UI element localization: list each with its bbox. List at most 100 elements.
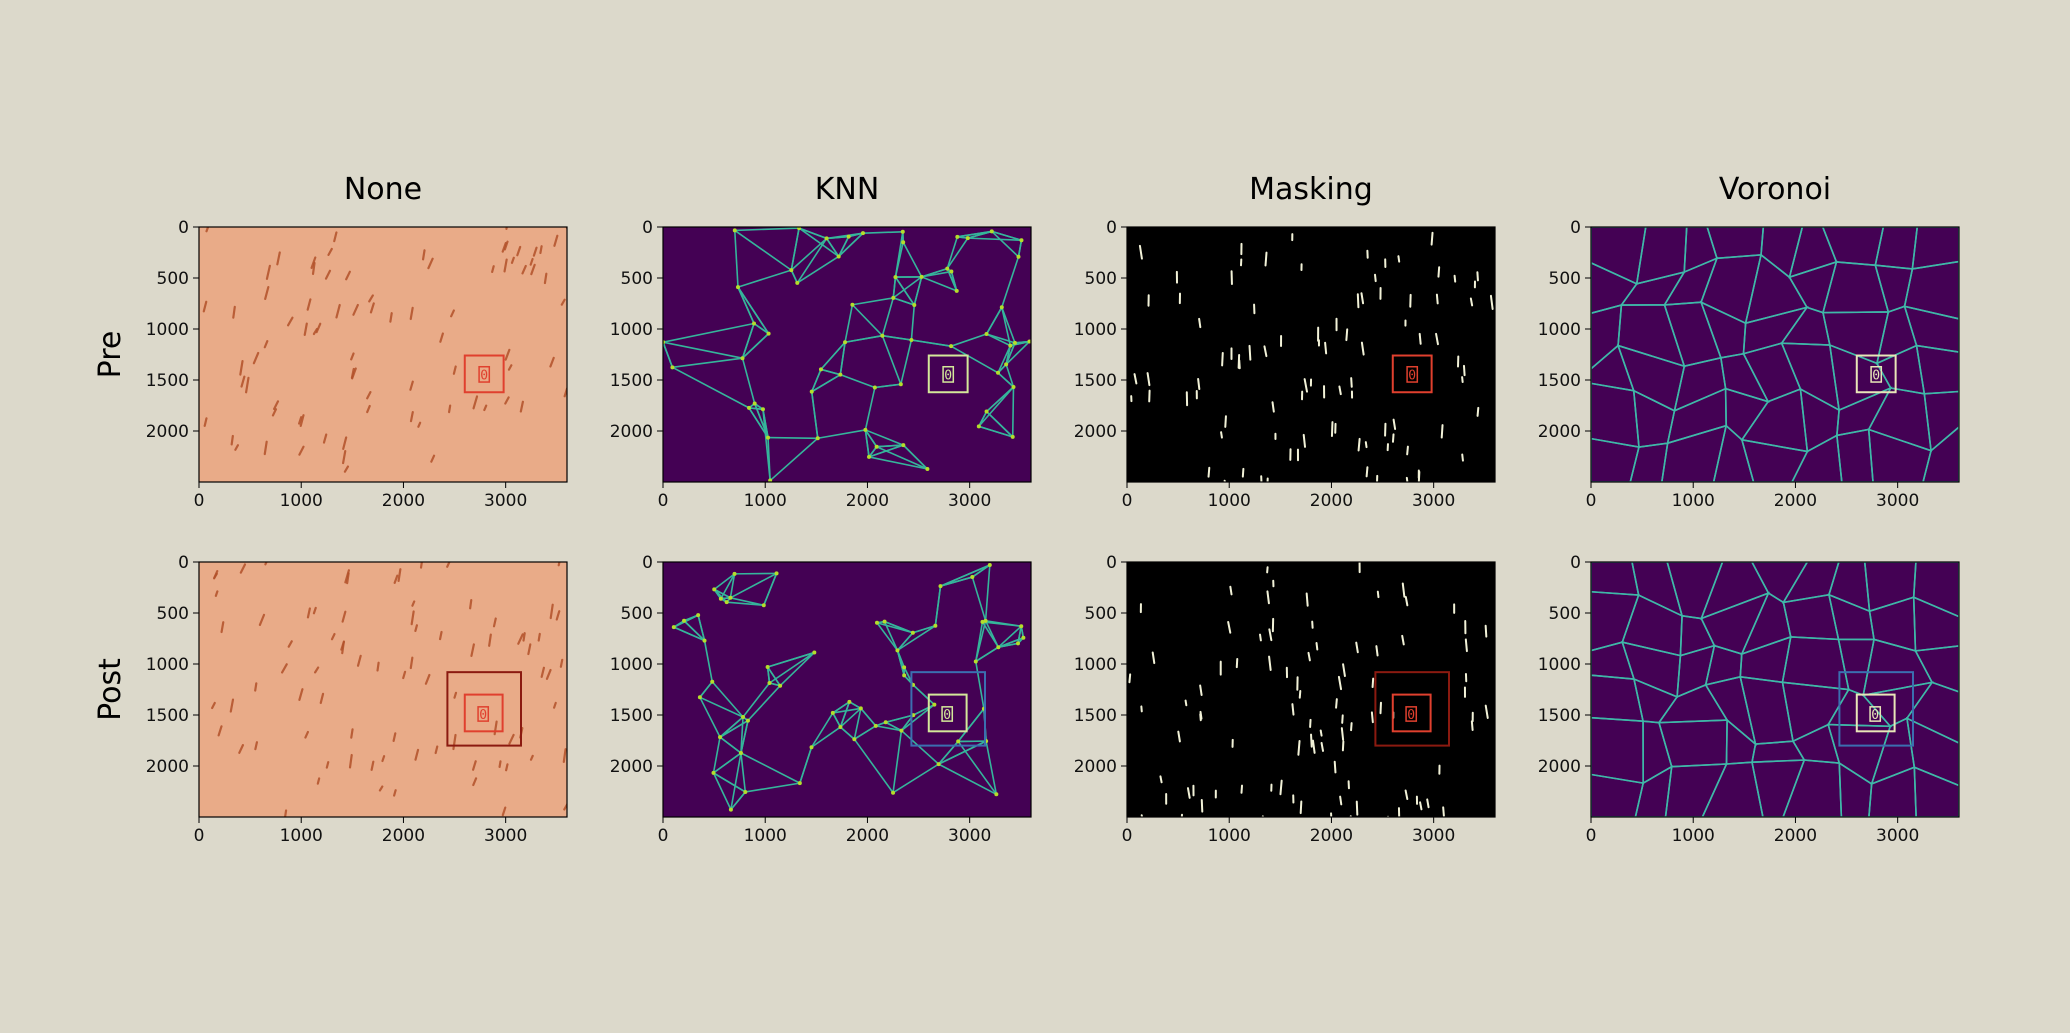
hair-mark [504, 396, 510, 405]
hair-mark [529, 257, 534, 266]
knn-node [996, 645, 1001, 650]
mask-mark [1320, 741, 1325, 752]
box-label: 0 [1871, 708, 1879, 723]
mask-mark [1392, 418, 1397, 430]
x-tick-label: 3000 [1876, 826, 1919, 846]
knn-node [809, 389, 814, 394]
hair-mark [368, 294, 374, 303]
knn-edge [839, 726, 855, 740]
y-tick-label: 500 [157, 269, 189, 289]
knn-edge [957, 740, 997, 795]
mask-mark [1146, 372, 1151, 387]
mask-mark [1461, 376, 1464, 384]
mask-mark [1360, 341, 1365, 356]
hair-mark [498, 760, 502, 769]
y-tick-label: 500 [157, 604, 189, 624]
x-tick-label: 2000 [382, 826, 425, 846]
x-tick-label: 3000 [1876, 491, 1919, 511]
knn-node [843, 340, 848, 345]
hair-mark [410, 610, 415, 626]
y-tick-label: 1000 [610, 320, 653, 340]
panel-masking-post: 0 0 1000 2000 3000 0 500 1000 1500 2000 [1074, 553, 1496, 846]
voronoi-cell [1591, 773, 1645, 817]
y-tick-label: 1500 [1538, 371, 1581, 391]
hair-mark [450, 309, 455, 318]
mask-mark [1199, 684, 1203, 696]
voronoi-cell [1912, 595, 1959, 652]
mask-mark [1430, 231, 1434, 246]
knn-edge [868, 446, 878, 458]
knn-node [774, 571, 779, 576]
knn-edge [991, 230, 1022, 242]
mask-mark [1268, 628, 1273, 642]
knn-edge [790, 237, 828, 271]
mask-mark [1159, 775, 1163, 784]
hair-mark [312, 327, 319, 336]
knn-edge [734, 229, 792, 271]
x-tick-label: 3000 [484, 491, 527, 511]
knn-node [711, 770, 716, 775]
hair-mark [553, 234, 559, 247]
knn-edge [896, 632, 914, 651]
knn-node [1027, 339, 1031, 344]
knn-edge [998, 637, 1024, 648]
y-tick-label: 1000 [1074, 655, 1117, 675]
box-label: 0 [1872, 368, 1880, 383]
knn-node [999, 305, 1004, 310]
panel-content [211, 562, 567, 817]
knn-node [712, 587, 717, 592]
knn-edge [910, 304, 916, 341]
y-tick-label: 1000 [1538, 655, 1581, 675]
knn-edge [840, 373, 876, 389]
voronoi-cell [1751, 759, 1806, 817]
knn-edge [730, 572, 777, 599]
mask-mark [1259, 633, 1262, 642]
hair-mark [345, 270, 351, 281]
hair-mark [434, 745, 439, 755]
knn-edge [747, 685, 781, 722]
knn-edge [838, 232, 864, 258]
panel-voronoi-pre: 0 0 1000 2000 3000 0 500 1000 1500 2000 [1538, 218, 1960, 511]
knn-node [994, 792, 999, 797]
x-tick-label: 1000 [1672, 826, 1715, 846]
knn-node [949, 344, 954, 349]
y-tick-label: 0 [1106, 218, 1117, 238]
mask-mark [1365, 466, 1369, 478]
hair-mark [325, 761, 330, 769]
hair-mark [316, 777, 321, 785]
voronoi-cell [1867, 428, 1933, 482]
hair-mark [427, 257, 434, 270]
voronoi-cell [1838, 761, 1873, 817]
knn-node [761, 603, 766, 608]
knn-edge [1001, 307, 1016, 344]
x-tick-label: 2000 [1310, 826, 1353, 846]
knn-edge [663, 341, 674, 368]
knn-node [1019, 238, 1024, 243]
mask-mark [1470, 720, 1474, 731]
knn-edge [762, 409, 771, 481]
hair-mark [414, 624, 419, 633]
x-tick-label: 0 [1586, 491, 1597, 511]
knn-edge [663, 341, 743, 359]
bounding-box [927, 354, 969, 394]
mask-mark [1426, 798, 1430, 809]
voronoi-cell [1701, 761, 1764, 817]
mask-mark [1297, 740, 1301, 756]
knn-node [891, 790, 896, 795]
hair-mark [565, 227, 567, 230]
panel-content [671, 562, 1026, 812]
knn-edge [741, 357, 756, 404]
knn-node [752, 321, 757, 326]
hair-mark [303, 322, 308, 337]
y-tick-label: 500 [1085, 604, 1117, 624]
hair-mark [306, 607, 311, 619]
knn-node [797, 227, 802, 231]
knn-edge [737, 286, 770, 335]
hair-mark [439, 332, 444, 343]
y-tick-label: 1500 [1074, 706, 1117, 726]
hair-mark [508, 733, 515, 745]
knn-edge [874, 383, 901, 389]
hair-mark [417, 421, 422, 428]
hair-mark [501, 806, 507, 817]
knn-node [1008, 343, 1013, 348]
